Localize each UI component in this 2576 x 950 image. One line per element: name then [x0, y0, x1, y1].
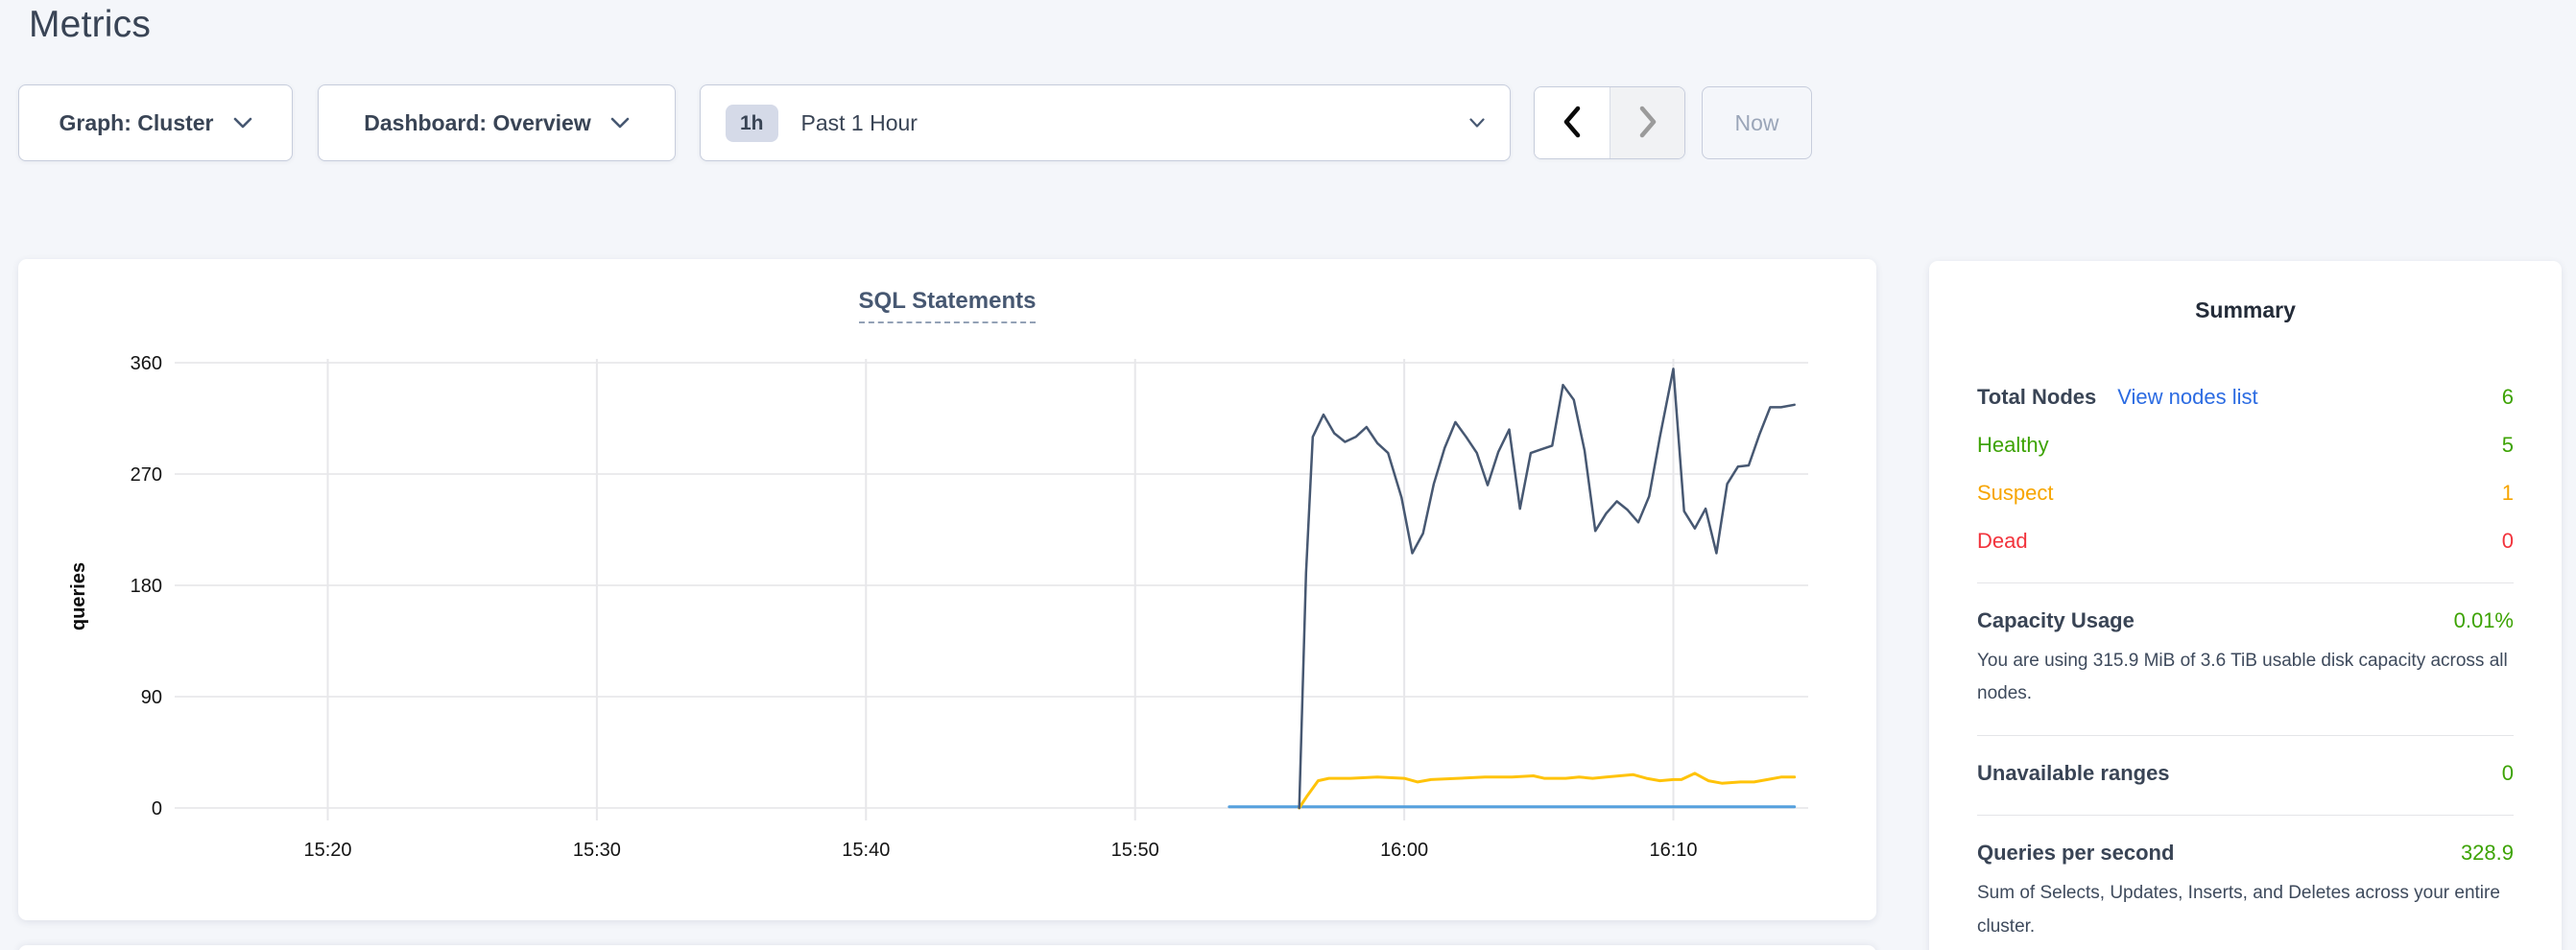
chart-title[interactable]: SQL Statements — [858, 288, 1037, 323]
summary-title: Summary — [2195, 297, 2296, 322]
time-step-buttons — [1534, 86, 1685, 159]
y-tick-label: 0 — [152, 798, 162, 819]
now-button[interactable]: Now — [1702, 86, 1812, 159]
healthy-value: 5 — [2501, 433, 2514, 457]
graph-dropdown-label: Graph: Cluster — [59, 109, 214, 135]
total-nodes-value: 6 — [2501, 385, 2514, 409]
divider — [1977, 582, 2514, 583]
y-tick-label: 360 — [131, 353, 162, 374]
unavailable-ranges-value: 0 — [2501, 761, 2514, 786]
chevron-down-icon — [233, 117, 252, 129]
summary-panel: Summary Total Nodes View nodes list 6 He… — [1929, 261, 2562, 950]
controls-bar: Graph: Cluster Dashboard: Overview 1h Pa… — [0, 84, 2576, 161]
healthy-nodes-row: Healthy 5 — [1977, 433, 2514, 458]
sql-statements-chart[interactable]: 0 90 180 270 360 15:20 15:30 15:40 15:50 16:00 16:… — [18, 259, 1876, 920]
capacity-usage-description: You are using 315.9 MiB of 3.6 TiB usabl… — [1977, 651, 2508, 704]
next-time-button[interactable] — [1610, 87, 1684, 158]
healthy-label: Healthy — [1977, 433, 2049, 457]
dead-value: 0 — [2501, 529, 2514, 553]
chart-title-wrap: SQL Statements — [18, 288, 1876, 323]
x-tick-label: 15:20 — [303, 840, 351, 861]
divider — [1977, 815, 2514, 817]
view-nodes-list-link[interactable]: View nodes list — [2117, 385, 2258, 409]
time-range-picker[interactable]: 1h Past 1 Hour — [700, 84, 1511, 161]
sql-statements-chart-card: SQL Statements queries 0 90 180 270 360 15:20… — [18, 259, 1876, 920]
x-tick-label: 16:00 — [1380, 840, 1428, 861]
chevron-down-icon — [1469, 118, 1485, 128]
unavailable-ranges-row: Unavailable ranges 0 — [1977, 761, 2514, 786]
chevron-left-icon — [1562, 106, 1583, 141]
x-tick-label: 15:50 — [1111, 840, 1159, 861]
suspect-value: 1 — [2501, 481, 2514, 505]
dead-label: Dead — [1977, 529, 2028, 553]
series-line-dark-blue-series — [1298, 368, 1796, 810]
page-title: Metrics — [29, 4, 152, 45]
next-chart-card-edge — [18, 945, 1876, 950]
suspect-nodes-row: Suspect 1 — [1977, 481, 2514, 506]
queries-per-second-description: Sum of Selects, Updates, Inserts, and De… — [1977, 883, 2500, 937]
queries-per-second-row: Queries per second 328.9 — [1977, 841, 2514, 866]
y-axis-label: queries — [68, 561, 90, 631]
x-tick-label: 15:30 — [573, 840, 621, 861]
x-tick-label: 15:40 — [842, 840, 890, 861]
previous-time-button[interactable] — [1535, 87, 1610, 158]
time-range-label: Past 1 Hour — [800, 109, 918, 135]
queries-per-second-value: 328.9 — [2460, 841, 2514, 866]
y-tick-label: 180 — [131, 576, 162, 597]
dashboard-dropdown-label: Dashboard: Overview — [364, 109, 591, 135]
chevron-right-icon — [1637, 106, 1658, 141]
chevron-down-icon — [610, 117, 630, 129]
total-nodes-label: Total Nodes — [1977, 385, 2097, 409]
unavailable-ranges-label: Unavailable ranges — [1977, 761, 2170, 786]
queries-per-second-label: Queries per second — [1977, 841, 2175, 866]
divider — [1977, 735, 2514, 737]
graph-dropdown[interactable]: Graph: Cluster — [18, 84, 293, 161]
time-range-badge: 1h — [726, 104, 778, 142]
y-tick-label: 270 — [131, 464, 162, 486]
capacity-usage-label: Capacity Usage — [1977, 608, 2135, 632]
capacity-usage-value: 0.01% — [2453, 608, 2514, 632]
y-tick-label: 90 — [141, 687, 162, 708]
dashboard-dropdown[interactable]: Dashboard: Overview — [318, 84, 676, 161]
x-tick-label: 16:10 — [1649, 840, 1697, 861]
suspect-label: Suspect — [1977, 481, 2054, 505]
dead-nodes-row: Dead 0 — [1977, 529, 2514, 554]
total-nodes-row: Total Nodes View nodes list 6 — [1977, 385, 2514, 410]
capacity-usage-row: Capacity Usage 0.01% — [1977, 608, 2514, 633]
series-line-yellow-series — [1298, 772, 1797, 810]
